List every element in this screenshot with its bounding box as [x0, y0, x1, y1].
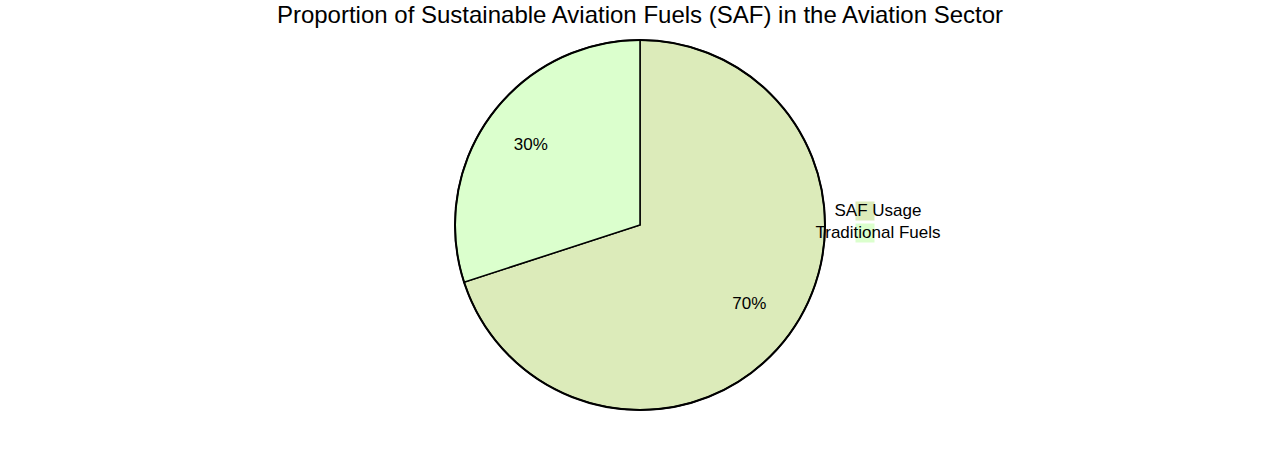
svg-text:Traditional Fuels: Traditional Fuels: [815, 223, 940, 242]
svg-text:30%: 30%: [514, 135, 548, 154]
svg-text:Proportion of Sustainable Avia: Proportion of Sustainable Aviation Fuels…: [277, 1, 1003, 28]
svg-text:SAF Usage: SAF Usage: [835, 201, 922, 220]
svg-text:70%: 70%: [732, 294, 766, 313]
